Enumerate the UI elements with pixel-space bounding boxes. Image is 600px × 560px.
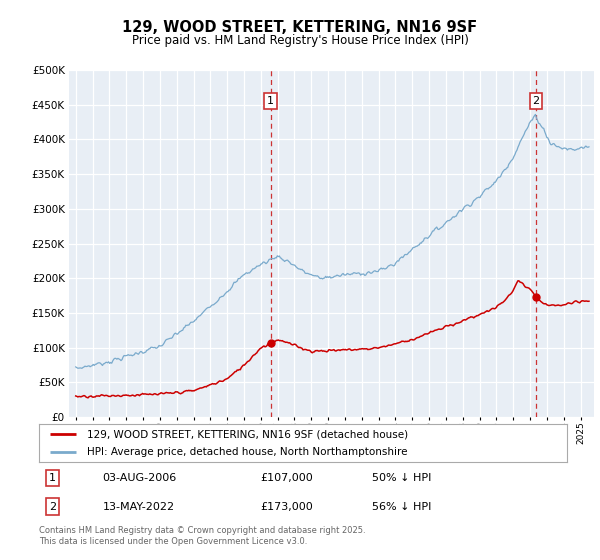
Text: 129, WOOD STREET, KETTERING, NN16 9SF (detached house): 129, WOOD STREET, KETTERING, NN16 9SF (d… [86, 429, 407, 439]
Text: 2: 2 [49, 502, 56, 511]
Text: 50% ↓ HPI: 50% ↓ HPI [371, 473, 431, 483]
Text: £107,000: £107,000 [261, 473, 314, 483]
Text: Contains HM Land Registry data © Crown copyright and database right 2025.
This d: Contains HM Land Registry data © Crown c… [39, 526, 365, 546]
Text: £173,000: £173,000 [261, 502, 314, 511]
Text: 1: 1 [49, 473, 56, 483]
Text: 13-MAY-2022: 13-MAY-2022 [103, 502, 175, 511]
Text: HPI: Average price, detached house, North Northamptonshire: HPI: Average price, detached house, Nort… [86, 447, 407, 457]
Text: 56% ↓ HPI: 56% ↓ HPI [371, 502, 431, 511]
Text: 03-AUG-2006: 03-AUG-2006 [103, 473, 176, 483]
Text: 129, WOOD STREET, KETTERING, NN16 9SF: 129, WOOD STREET, KETTERING, NN16 9SF [122, 21, 478, 35]
Text: 2: 2 [533, 96, 539, 106]
Text: Price paid vs. HM Land Registry's House Price Index (HPI): Price paid vs. HM Land Registry's House … [131, 34, 469, 47]
Text: 1: 1 [267, 96, 274, 106]
